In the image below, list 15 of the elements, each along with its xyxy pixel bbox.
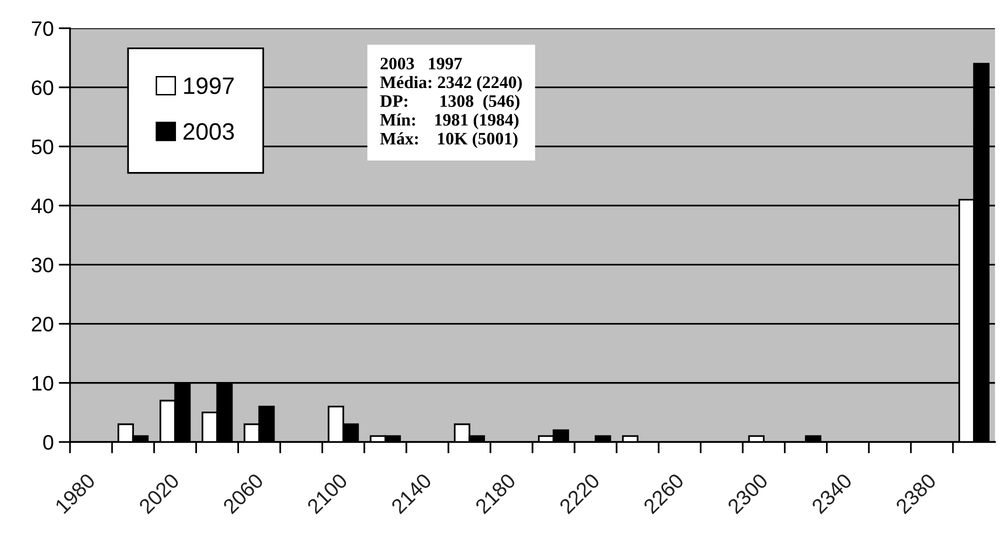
y-tick-label: 50 [32,139,54,154]
y-tick-label: 70 [32,21,54,36]
legend-label: 1997 [184,77,234,94]
annotation: Média: 2342 (2240) [380,76,522,92]
y-tick-label: 0 [43,435,54,450]
y-tick-label: 20 [32,316,54,332]
annotation: Mín: 1981 (1984) [380,113,518,130]
annotation: 2003 1997 [380,58,462,70]
legend-label: 2003 [184,123,234,140]
y-tick-label: 60 [32,80,54,96]
annotation: Máx: 10K (5001) [380,132,518,148]
y-tick-label: 10 [32,376,54,391]
y-tick-label: 30 [32,258,54,272]
y-tick-label: 40 [31,198,54,214]
annotation: DP: 1308 (546) [380,94,520,110]
